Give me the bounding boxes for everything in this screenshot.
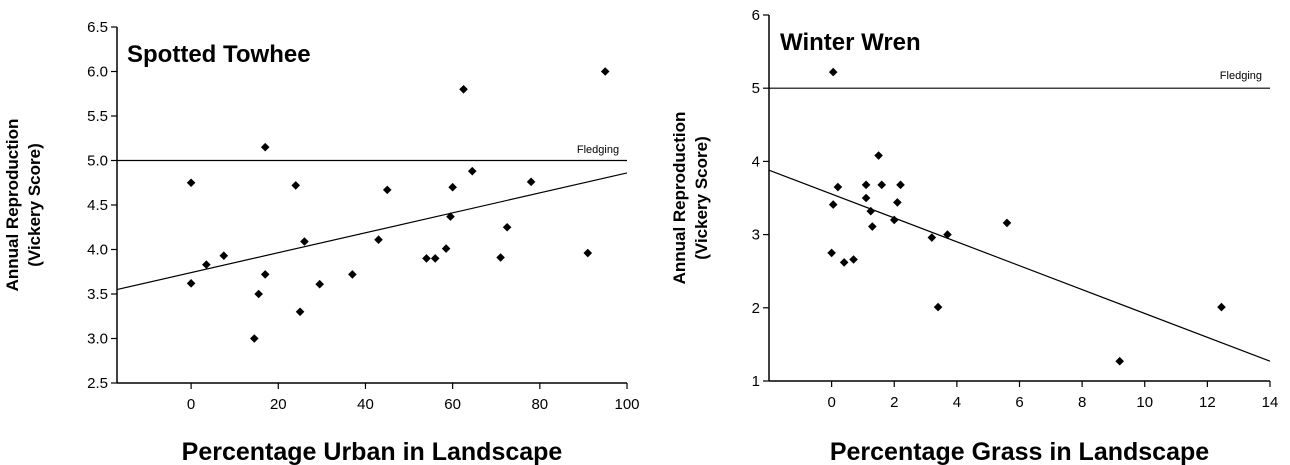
data-point [448,182,457,192]
data-point [291,181,301,190]
data-point [459,85,468,94]
data-point [254,289,263,299]
data-point [839,258,849,267]
y-tick-label: 6.0 [87,64,108,81]
x-tick-label: 0 [827,394,835,411]
data-point [583,248,593,258]
y-axis-label: Annual Reproduction [670,112,689,285]
y-axis-label: Annual Reproduction [3,119,22,292]
y-tick-label: 2 [752,300,760,317]
fledging-label: Fledging [577,144,619,156]
data-point [861,180,871,190]
x-tick-label: 10 [1136,394,1153,411]
regression-line [768,169,1271,362]
y-tick-label: 2.5 [87,375,108,392]
y-tick-label: 5.5 [87,108,108,125]
data-point [889,215,899,225]
y-tick-label: 4.0 [87,242,108,259]
data-point [382,185,392,195]
chart-title: Winter Wren [780,29,921,56]
data-point [430,254,440,263]
data-point [186,178,196,188]
data-point [1002,218,1012,228]
y-axis-label-line2: (Vickery Score) [692,136,711,259]
x-tick-label: 4 [953,394,961,411]
y-tick-label: 4 [752,153,760,170]
data-point [833,182,843,192]
y-tick-label: 1 [752,373,760,390]
x-tick-label: 60 [444,396,461,413]
x-tick-label: 100 [614,396,639,413]
data-point [828,67,838,77]
spotted-towhee-chart: 2.5 3.0 3.5 4.0 4.5 5.0 5.5 6.0 6.5 0 20 40 60 80 100 F… [3,19,640,465]
data-point [893,198,902,207]
data-point [300,237,309,246]
x-tick-label: 14 [1262,394,1279,411]
data-point [943,230,952,239]
y-tick-label: 5.0 [87,153,108,170]
data-point [526,177,536,187]
y-tick-label: 6.5 [87,19,108,36]
data-point [600,67,610,76]
data-point [186,279,196,288]
x-tick-label: 2 [890,394,898,411]
data-point [202,260,211,269]
x-tick-label: 20 [270,396,287,413]
data-point [348,270,357,279]
y-tick-label: 3.0 [87,331,108,348]
data-point [446,212,455,221]
x-tick-label: 12 [1199,394,1216,411]
x-axis-label: Percentage Urban in Landscape [182,438,563,465]
data-point [502,222,512,232]
data-point [1217,302,1226,312]
x-axis-label: Percentage Grass in Landscape [830,438,1209,465]
data-point [496,253,505,262]
y-tick-label: 6 [752,7,760,24]
data-point [441,244,451,253]
data-point [896,180,905,190]
data-point [467,166,477,176]
fledging-label: Fledging [1220,70,1262,82]
x-tick-label: 80 [531,396,548,413]
data-point [866,206,876,216]
data-point [828,200,838,209]
data-point [422,254,431,263]
data-point [260,270,270,279]
y-tick-label: 3 [752,227,760,244]
data-point [827,248,836,258]
data-point [219,251,229,261]
data-point [260,142,270,152]
data-point [874,151,883,160]
x-tick-label: 8 [1078,394,1086,411]
y-tick-label: 3.5 [87,286,108,303]
x-tick-label: 0 [187,396,195,413]
y-axis-label-line2: (Vickery Score) [25,143,44,266]
data-point [933,302,943,312]
data-point [849,255,858,264]
data-point [250,334,259,343]
data-point [295,307,305,317]
y-tick-label: 4.5 [87,197,108,214]
data-point [374,235,383,245]
regression-line [116,172,628,291]
data-point [927,233,937,242]
data-point [1115,356,1124,366]
data-point [868,222,877,231]
y-tick-label: 5 [752,80,760,97]
chart-title: Spotted Towhee [127,41,311,68]
data-point [315,279,324,289]
x-tick-label: 6 [1015,394,1023,411]
data-point [877,180,887,190]
data-point [861,193,871,203]
x-tick-label: 40 [357,396,374,413]
